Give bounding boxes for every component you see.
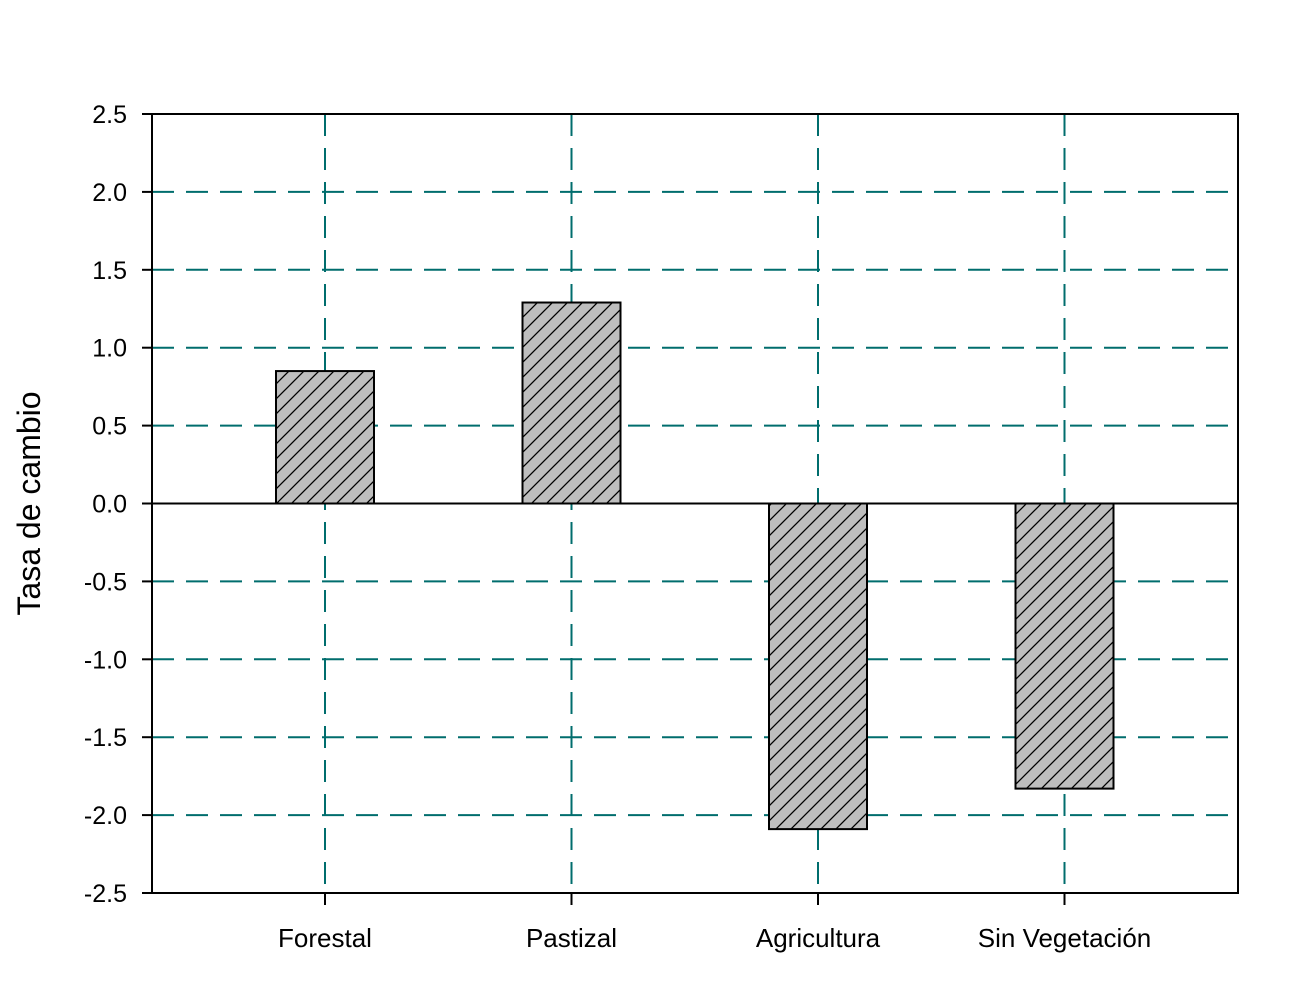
y-tick-label: 0.5	[92, 413, 127, 441]
bar-pastizal	[521, 301, 622, 505]
y-axis-title: Tasa de cambio	[11, 391, 47, 615]
y-tick-label: 0.0	[92, 491, 127, 519]
y-tick-label: -2.0	[84, 802, 127, 830]
y-tick-label: -0.5	[84, 568, 127, 596]
bar-agricultura	[768, 502, 868, 831]
bar-sin-vegetación	[1014, 502, 1115, 790]
axes	[142, 113, 1239, 905]
axis-labels: 2.5 2.0 1.5 1.0 0.5 0.0 -0.5 -1.0 -1.5 -2.0 -2.5 Fo…	[84, 101, 1151, 953]
x-category-label: Pastizal	[526, 923, 617, 953]
y-tick-label: -2.5	[84, 880, 127, 908]
y-tick-label: 1.0	[92, 335, 127, 363]
x-category-label: Sin Vegetación	[978, 923, 1151, 953]
y-tick-label: 2.5	[92, 101, 127, 129]
bar-forestal	[275, 370, 375, 505]
bar-series	[275, 301, 1115, 831]
y-tick-label: 1.5	[92, 257, 127, 285]
y-tick-label: -1.0	[84, 646, 127, 674]
x-category-label: Forestal	[278, 923, 372, 953]
x-category-label: Agricultura	[756, 923, 881, 953]
y-tick-label: 2.0	[92, 179, 127, 207]
y-tick-label: -1.5	[84, 724, 127, 752]
